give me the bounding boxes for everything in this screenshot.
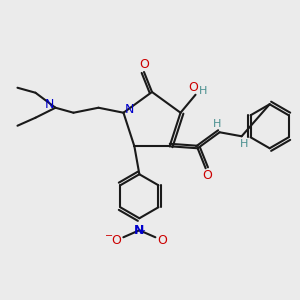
Text: H: H [239, 139, 248, 149]
Text: O: O [139, 58, 149, 71]
Text: H: H [212, 119, 221, 129]
Text: O: O [189, 81, 199, 94]
Text: N: N [134, 224, 145, 237]
Text: H: H [199, 86, 208, 96]
Text: N: N [125, 103, 134, 116]
Text: −: − [105, 231, 113, 241]
Text: O: O [111, 234, 121, 247]
Text: O: O [203, 169, 213, 182]
Text: O: O [158, 234, 167, 247]
Text: +: + [138, 226, 145, 235]
Text: N: N [45, 98, 54, 111]
